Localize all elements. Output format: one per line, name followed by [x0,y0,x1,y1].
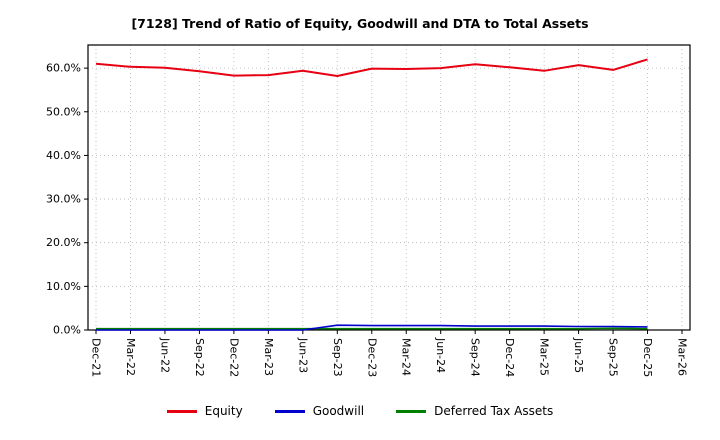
x-tick-label: Dec-22 [227,338,240,377]
legend-label-equity: Equity [204,404,243,418]
equity-line-swatch [166,409,197,413]
x-tick-label: Mar-25 [538,338,551,376]
x-tick-label: Mar-23 [262,338,275,376]
goodwill-line-swatch [274,409,305,413]
x-tick-label: Sep-23 [331,338,344,377]
x-tick-label: Dec-23 [365,338,378,377]
x-tick-label: Jun-24 [434,337,447,373]
legend-label-goodwill: Goodwill [312,404,365,418]
x-tick-label: Sep-22 [193,338,206,377]
legend-item-equity: Equity [166,404,243,418]
chart-legend: Equity Goodwill Deferred Tax Assets [0,404,720,418]
y-tick-label: 40.0% [46,149,81,162]
x-tick-label: Mar-22 [124,338,137,376]
x-tick-label: Mar-26 [676,338,689,376]
x-tick-label: Sep-24 [469,338,482,377]
equity-line [95,58,648,77]
x-tick-label: Jun-23 [296,337,309,373]
legend-label-dta: Deferred Tax Assets [434,404,554,418]
dta-line-swatch [396,409,427,413]
x-tick-label: Dec-24 [503,338,516,377]
legend-item-dta: Deferred Tax Assets [396,404,553,418]
x-tick-label: Dec-21 [90,338,103,377]
goodwill-line [96,324,648,331]
x-tick-label: Sep-25 [607,338,620,377]
plot-canvas: 0.0% 10.0% 20.0% 30.0% 40.0% 50.0% 60.0% Dec-21… [46,44,691,377]
y-tick-label: 50.0% [46,105,81,118]
y-tick-label: 60.0% [46,62,81,75]
y-tick-label: 30.0% [46,193,81,206]
x-tick-label: Mar-24 [400,338,413,376]
y-tick-label: 0.0% [53,324,81,337]
y-tick-label: 10.0% [46,280,81,293]
x-tick-label: Jun-22 [158,337,171,373]
x-tick-label: Dec-25 [641,338,654,377]
legend-item-goodwill: Goodwill [274,404,365,418]
chart-title: [7128] Trend of Ratio of Equity, Goodwil… [131,16,589,31]
x-tick-label: Jun-25 [572,337,585,373]
y-tick-label: 20.0% [46,236,81,249]
plot-border [87,44,691,331]
